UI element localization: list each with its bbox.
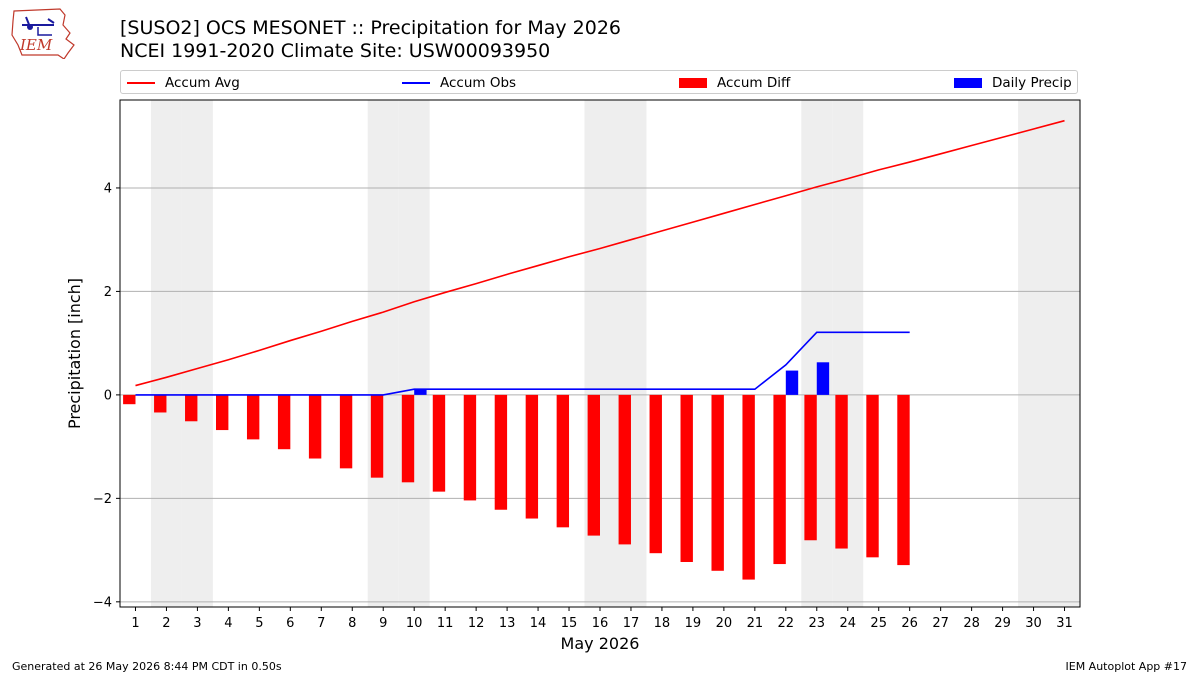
- legend-item-accum-diff: Accum Diff: [679, 74, 790, 92]
- weekend-shade-3: [181, 100, 213, 607]
- bar-accum-diff-day-18: [649, 394, 662, 554]
- bar-accum-diff-day-20: [711, 394, 724, 571]
- y-tick-label: −2: [93, 492, 112, 507]
- x-tick-label: 1: [131, 616, 139, 631]
- x-tick-label: 18: [654, 616, 671, 631]
- x-tick-label: 4: [224, 616, 232, 631]
- weekend-shade-2: [150, 100, 182, 607]
- weekend-shade-10: [398, 100, 430, 607]
- x-tick-label: 9: [379, 616, 387, 631]
- bar-accum-diff-day-19: [680, 394, 693, 562]
- legend: Accum Avg Accum Obs Accum Diff Daily Pre…: [120, 70, 1078, 94]
- legend-swatch-accum-diff: [679, 78, 707, 88]
- x-tick-label: 25: [870, 616, 887, 631]
- x-tick-label: 11: [437, 616, 454, 631]
- bar-accum-diff-day-8: [339, 394, 353, 469]
- legend-label-accum-obs: Accum Obs: [440, 75, 517, 91]
- plot-frame: [119, 99, 1081, 608]
- bar-accum-diff-day-17: [618, 394, 631, 545]
- legend-item-accum-obs: Accum Obs: [402, 74, 516, 92]
- x-tick-label: 3: [193, 616, 201, 631]
- y-tick-label: 2: [104, 285, 112, 300]
- line-accum-obs: [135, 331, 910, 396]
- bar-daily-precip-day-10: [414, 389, 427, 395]
- y-tick-label: 4: [104, 181, 112, 196]
- bar-accum-diff-day-1: [123, 394, 136, 405]
- x-tick-label: 19: [685, 616, 702, 631]
- x-tick-label: 5: [255, 616, 263, 631]
- bar-accum-diff-day-15: [556, 394, 570, 528]
- bar-accum-diff-day-4: [216, 394, 229, 431]
- y-tick-label: −4: [93, 595, 112, 610]
- weekend-shade-31: [1049, 100, 1080, 607]
- x-tick-label: 7: [317, 616, 325, 631]
- legend-label-accum-avg: Accum Avg: [165, 75, 240, 91]
- y-tick-label: 0: [104, 388, 112, 403]
- x-tick-label: 16: [592, 616, 609, 631]
- chart-title: [SUSO2] OCS MESONET :: Precipitation for…: [120, 17, 622, 39]
- bar-accum-diff-day-16: [587, 394, 600, 536]
- footer-app: IEM Autoplot App #17: [1065, 660, 1188, 673]
- bar-accum-diff-day-24: [835, 394, 848, 549]
- bar-accum-diff-day-3: [185, 394, 198, 422]
- x-tick-label: 24: [839, 616, 856, 631]
- x-tick-label: 17: [623, 616, 640, 631]
- bar-accum-diff-day-6: [277, 394, 291, 450]
- weekend-shade-30: [1018, 100, 1050, 607]
- bar-accum-diff-day-26: [897, 394, 910, 566]
- bar-accum-diff-day-13: [494, 394, 508, 510]
- x-tick-label: 22: [778, 616, 795, 631]
- x-tick-label: 23: [809, 616, 826, 631]
- bar-accum-diff-day-2: [154, 394, 167, 413]
- legend-label-daily-precip: Daily Precip: [992, 75, 1072, 91]
- x-tick-label: 2: [162, 616, 170, 631]
- x-tick-label: 30: [1025, 616, 1042, 631]
- bar-accum-diff-day-7: [308, 394, 322, 459]
- bar-accum-diff-day-12: [463, 394, 477, 501]
- x-tick-label: 31: [1056, 616, 1073, 631]
- legend-swatch-accum-avg: [127, 82, 155, 84]
- bar-daily-precip-day-22: [785, 370, 799, 395]
- bar-accum-diff-day-23: [804, 394, 817, 541]
- x-tick-label: 13: [499, 616, 516, 631]
- x-tick-label: 27: [932, 616, 949, 631]
- bar-accum-diff-day-9: [370, 394, 384, 478]
- legend-swatch-accum-obs: [402, 82, 430, 84]
- legend-item-accum-avg: Accum Avg: [127, 74, 240, 92]
- x-tick-label: 20: [716, 616, 733, 631]
- weekend-shade-9: [367, 100, 399, 607]
- bar-accum-diff-day-21: [742, 394, 755, 580]
- legend-label-accum-diff: Accum Diff: [717, 75, 791, 91]
- bar-accum-diff-day-11: [432, 394, 446, 492]
- x-tick-label: 8: [348, 616, 356, 631]
- x-tick-label: 12: [468, 616, 485, 631]
- x-tick-label: 14: [530, 616, 547, 631]
- iem-logo-text: IEM: [19, 36, 53, 54]
- bar-accum-diff-day-5: [246, 394, 260, 440]
- x-tick-label: 29: [994, 616, 1011, 631]
- x-axis-label: May 2026: [561, 634, 640, 653]
- footer-generated: Generated at 26 May 2026 8:44 PM CDT in …: [12, 660, 282, 673]
- legend-swatch-daily-precip: [954, 78, 982, 88]
- bar-daily-precip-day-23: [816, 362, 830, 395]
- bar-accum-diff-day-22: [773, 394, 786, 565]
- x-tick-label: 6: [286, 616, 294, 631]
- bar-accum-diff-day-25: [866, 394, 879, 558]
- iem-logo: IEM: [11, 8, 75, 59]
- x-tick-label: 21: [747, 616, 764, 631]
- bar-accum-diff-day-10: [401, 394, 415, 483]
- y-axis-label: Precipitation [inch]: [65, 278, 84, 429]
- legend-item-daily-precip: Daily Precip: [954, 74, 1072, 92]
- x-tick-label: 15: [561, 616, 578, 631]
- chart-subtitle: NCEI 1991-2020 Climate Site: USW00093950: [120, 40, 551, 62]
- x-tick-label: 10: [406, 616, 423, 631]
- line-accum-avg: [135, 119, 1065, 387]
- x-tick-label: 26: [901, 616, 918, 631]
- bar-accum-diff-day-14: [525, 394, 539, 519]
- x-tick-label: 28: [963, 616, 980, 631]
